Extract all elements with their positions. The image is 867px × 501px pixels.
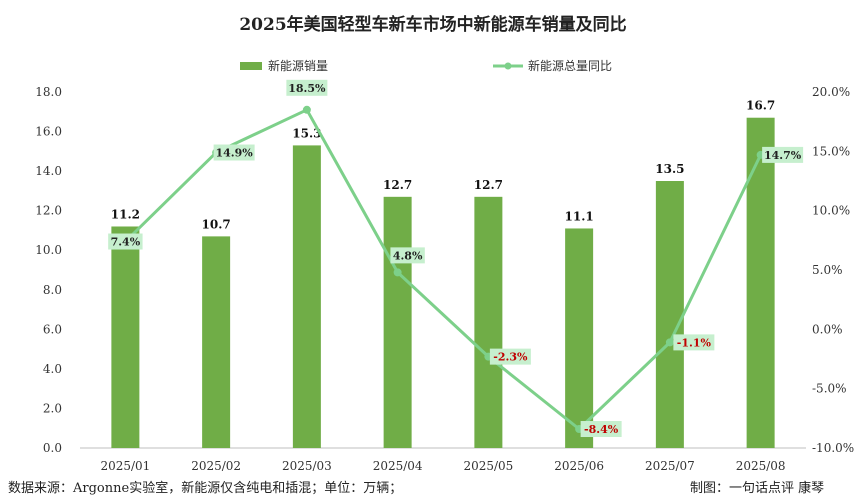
legend-bar-swatch	[240, 62, 262, 70]
bar-value-label: 10.7	[202, 217, 231, 231]
x-tick-label: 2025/04	[373, 459, 423, 473]
bar	[111, 226, 140, 448]
line-value-label: -8.4%	[584, 423, 619, 436]
y-axis: 0.0 2.0 4.0 6.0 8.0 10.0 12.0 14.0 16.0 18.0	[35, 85, 62, 455]
y-tick-label: 18.0	[35, 85, 62, 99]
footer-credit: 制图：一句话点评 康琴	[690, 480, 824, 496]
x-axis: 2025/01 2025/02 2025/03 2025/04 2025/05 2025/…	[100, 459, 785, 473]
y-tick-label: 0.0	[43, 441, 62, 455]
line-value-label: 18.5%	[288, 82, 326, 95]
y2-tick-label: 0.0%	[812, 322, 843, 336]
y2-tick-label: -5.0%	[812, 382, 847, 396]
y-tick-label: 10.0	[35, 243, 62, 257]
line-point	[393, 268, 402, 277]
bar	[565, 228, 594, 448]
y-tick-label: 12.0	[35, 204, 62, 218]
chart-title: 2025年美国轻型车新车市场中新能源车销量及同比	[239, 14, 626, 35]
bar-value-label: 12.7	[474, 178, 503, 192]
line-value-label: 14.7%	[764, 149, 802, 162]
line-point	[665, 338, 674, 347]
x-tick-label: 2025/06	[554, 459, 604, 473]
line-value-label: 4.8%	[393, 249, 423, 262]
bar	[474, 196, 503, 448]
line-label-box	[286, 79, 328, 96]
y-tick-label: 4.0	[43, 362, 62, 376]
y2-tick-label: 5.0%	[812, 263, 843, 277]
line-label-box	[673, 334, 715, 351]
bar-labels: 11.2 10.7 15.3 12.7 12.7 11.1 13.5 16.7	[111, 99, 775, 232]
x-tick-label: 2025/01	[100, 459, 150, 473]
bar	[655, 181, 684, 448]
y-tick-label: 8.0	[43, 283, 62, 297]
legend-bar-label: 新能源销量	[268, 58, 328, 73]
bar-value-label: 12.7	[383, 178, 412, 192]
bar-value-label: 15.3	[292, 126, 321, 140]
y2-axis: -10.0% -5.0% 0.0% 5.0% 10.0% 15.0% 20.0%	[812, 85, 854, 455]
y-tick-label: 2.0	[43, 401, 62, 415]
x-tick-label: 2025/05	[463, 459, 513, 473]
line-label-box	[108, 233, 143, 250]
y-tick-label: 14.0	[35, 164, 62, 178]
line-value-label: 7.4%	[111, 236, 141, 249]
line-label-box	[489, 348, 531, 365]
bar	[202, 236, 231, 448]
bar-value-label: 16.7	[746, 99, 775, 113]
bar-value-label: 11.2	[111, 207, 140, 221]
bar	[383, 196, 412, 448]
y-tick-label: 6.0	[43, 322, 62, 336]
x-tick-label: 2025/07	[645, 459, 695, 473]
line-point	[302, 105, 311, 114]
line-value-label: -1.1%	[677, 336, 712, 349]
legend: 新能源销量 新能源总量同比	[240, 58, 612, 73]
bar	[746, 117, 775, 448]
x-tick-label: 2025/08	[736, 459, 786, 473]
y-tick-label: 16.0	[35, 125, 62, 139]
line-label-box	[580, 421, 622, 438]
y2-tick-label: 15.0%	[812, 144, 850, 158]
line-label-box	[390, 247, 425, 264]
line-series: 7.4% 14.9% 18.5% 4.8% -2.3% -8.4% -1.1% 14.7%	[108, 79, 804, 438]
y2-tick-label: 20.0%	[812, 85, 850, 99]
line-label-box	[213, 144, 255, 161]
y2-tick-label: -10.0%	[812, 441, 854, 455]
line-value-label: -2.3%	[493, 351, 528, 364]
bar-series	[111, 117, 775, 448]
bar-value-label: 11.1	[565, 209, 594, 223]
legend-line-marker	[504, 62, 512, 70]
line-value-label: 14.9%	[216, 147, 254, 160]
footer-source: 数据来源：Argonne实验室，新能源仅含纯电和插混；单位：万辆；	[8, 480, 402, 496]
bar	[292, 145, 321, 448]
line-label-box	[762, 146, 804, 163]
x-tick-label: 2025/03	[282, 459, 332, 473]
legend-line-label: 新能源总量同比	[528, 58, 612, 73]
bar-value-label: 13.5	[655, 162, 684, 176]
y2-tick-label: 10.0%	[812, 204, 850, 218]
x-tick-label: 2025/02	[191, 459, 241, 473]
